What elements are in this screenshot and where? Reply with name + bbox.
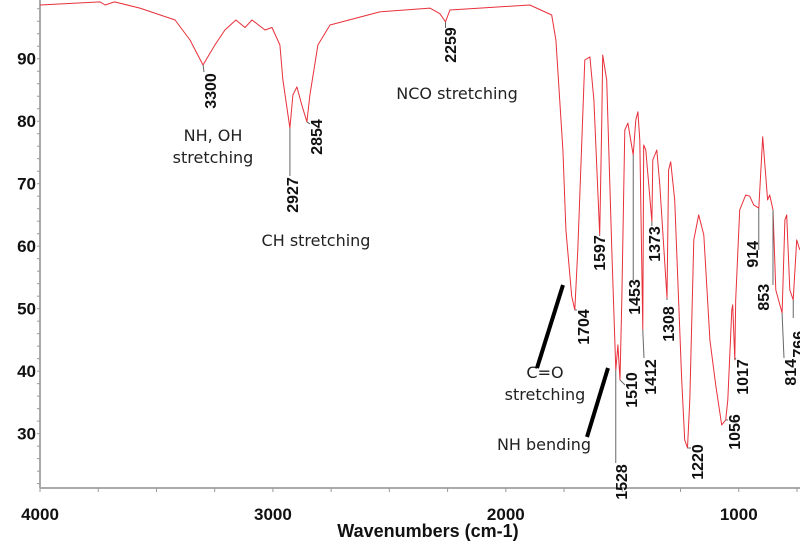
y-tick-label: 40 [17, 362, 36, 381]
peak-label-1453: 1453 [627, 279, 644, 315]
y-tick-label: 70 [17, 175, 36, 194]
peak-label-1056: 1056 [727, 414, 744, 450]
peak-label-2854: 2854 [309, 119, 326, 155]
peak-label-2927: 2927 [285, 177, 302, 213]
y-tick-label: 30 [17, 425, 36, 444]
x-tick-label: 4000 [21, 505, 59, 524]
peak-label-1704: 1704 [576, 309, 593, 345]
peak-label-766: 766 [791, 331, 800, 358]
peak-label-1017: 1017 [735, 359, 752, 395]
nh-bending-pointer-line [585, 367, 610, 438]
annotation-text: NCO stretching [396, 84, 517, 103]
peak-label-814: 814 [783, 359, 800, 386]
x-tick-label: 1000 [720, 505, 758, 524]
peak-label-914: 914 [745, 241, 762, 268]
peak-leader-line [306, 121, 311, 125]
x-axis-label: Wavenumbers (cm-1) [337, 521, 518, 541]
peak-label-1373: 1373 [647, 226, 664, 262]
annotations: NH, OH stretching CH stretching NCO stretch… [173, 84, 610, 454]
annotation-text: NH bending [497, 435, 591, 454]
annotation-text: NH, OH [184, 126, 243, 145]
y-tick-label: 50 [17, 300, 36, 319]
peak-label-3300: 3300 [203, 73, 220, 109]
y-tick-label: 90 [17, 50, 36, 69]
axes: 4000 3000 2000 1000 30 40 50 60 70 80 90 [17, 0, 800, 524]
peak-label-1308: 1308 [661, 306, 678, 342]
spectrum-line [39, 1, 800, 449]
peak-leader-line [781, 313, 785, 359]
peak-leader-line [619, 379, 626, 386]
x-tick-label: 2000 [487, 505, 525, 524]
annotation-text: stretching [505, 385, 586, 404]
annotation-text: C=O [526, 363, 563, 382]
peak-leader-line [642, 329, 645, 359]
peak-labels: 3300 2927 2854 2259 1704 1597 1528 1510 1453 1412… [202, 21, 800, 500]
peak-leader-line [734, 357, 737, 361]
annotation-text: stretching [173, 148, 254, 167]
peak-label-1528: 1528 [614, 464, 631, 500]
x-tick-label: 3000 [254, 505, 292, 524]
peak-label-2259: 2259 [443, 27, 460, 63]
annotation-text: CH stretching [262, 231, 371, 250]
peak-label-853: 853 [756, 284, 773, 311]
peak-leader-line [202, 64, 205, 73]
peak-label-1220: 1220 [690, 444, 707, 480]
peak-label-1510: 1510 [624, 372, 641, 408]
peak-label-1412: 1412 [643, 359, 660, 395]
c-o-pointer-line [535, 284, 565, 369]
y-tick-label: 80 [17, 112, 36, 131]
peak-label-1597: 1597 [592, 235, 609, 271]
y-tick-label: 60 [17, 237, 36, 256]
